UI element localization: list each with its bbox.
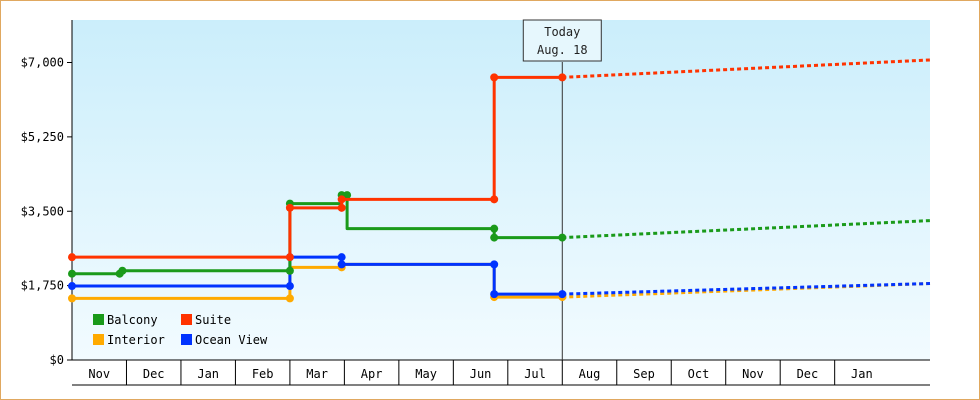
data-point <box>558 290 567 299</box>
forecast-line-ocean-view <box>562 282 931 296</box>
legend-label-balcony: Balcony <box>107 313 158 327</box>
x-tick-label: Sep <box>633 367 655 381</box>
x-axis: Nov Dec Jan Feb Mar Apr May Jun Jul Aug Sep Oct Nov D… <box>72 359 930 386</box>
data-point <box>337 203 346 212</box>
data-point <box>343 191 352 200</box>
data-point <box>558 73 567 82</box>
series-suite <box>68 58 931 262</box>
data-point <box>337 260 346 269</box>
data-point <box>490 233 499 242</box>
x-tick-label: Apr <box>361 367 383 381</box>
x-tick-label: Feb <box>252 367 274 381</box>
legend-label-interior: Interior <box>107 333 165 347</box>
data-point <box>68 269 76 278</box>
series-layer <box>68 58 931 303</box>
y-tick-label: $0 <box>50 353 64 367</box>
legend-swatch-suite <box>181 314 192 325</box>
x-tick-label: Oct <box>688 367 710 381</box>
data-point <box>558 233 567 242</box>
data-point <box>285 294 294 303</box>
legend-label-ocean-view: Ocean View <box>195 333 268 347</box>
data-point <box>285 282 294 291</box>
legend-label-suite: Suite <box>195 313 231 327</box>
data-point <box>490 260 499 269</box>
x-tick-label: Dec <box>797 367 819 381</box>
data-point <box>118 266 127 275</box>
legend-swatch-ocean-view <box>181 334 192 345</box>
legend: Balcony Suite Interior Ocean View <box>93 313 268 347</box>
y-axis: $0 $1,750 $3,500 $5,250 $7,000 <box>21 20 73 367</box>
data-point <box>490 224 499 233</box>
data-point <box>68 282 76 291</box>
x-tick-label: Aug <box>579 367 601 381</box>
x-tick-label: Jan <box>851 367 873 381</box>
x-tick-label: Jan <box>197 367 219 381</box>
x-tick-label: Dec <box>143 367 165 381</box>
x-tick-label: Nov <box>88 367 110 381</box>
x-tick-label: Nov <box>742 367 764 381</box>
data-point <box>285 253 294 262</box>
data-point <box>285 203 294 212</box>
today-box <box>522 19 602 62</box>
data-point <box>68 253 76 262</box>
series-line-suite <box>72 75 563 259</box>
x-tick-label: May <box>415 367 437 381</box>
plot-area <box>72 20 930 360</box>
today-marker: Today Aug. 18 <box>522 19 602 360</box>
forecast-line-balcony <box>562 219 931 240</box>
data-point <box>68 294 76 303</box>
x-tick-label: Jul <box>524 367 546 381</box>
data-point <box>490 290 499 299</box>
y-tick-label: $7,000 <box>21 56 64 70</box>
data-point <box>490 195 499 204</box>
y-tick-label: $1,750 <box>21 279 64 293</box>
x-tick-label: Jun <box>470 367 492 381</box>
y-tick-label: $5,250 <box>21 130 64 144</box>
y-tick-label: $3,500 <box>21 204 64 218</box>
x-tick-label: Mar <box>306 367 328 381</box>
legend-swatch-interior <box>93 334 104 345</box>
data-point <box>285 266 294 275</box>
forecast-line-suite <box>562 58 931 79</box>
data-point <box>490 73 499 82</box>
today-date: Aug. 18 <box>537 43 588 57</box>
legend-swatch-balcony <box>93 314 104 325</box>
data-point <box>337 195 346 204</box>
today-label: Today <box>544 25 580 39</box>
data-point <box>337 253 346 262</box>
